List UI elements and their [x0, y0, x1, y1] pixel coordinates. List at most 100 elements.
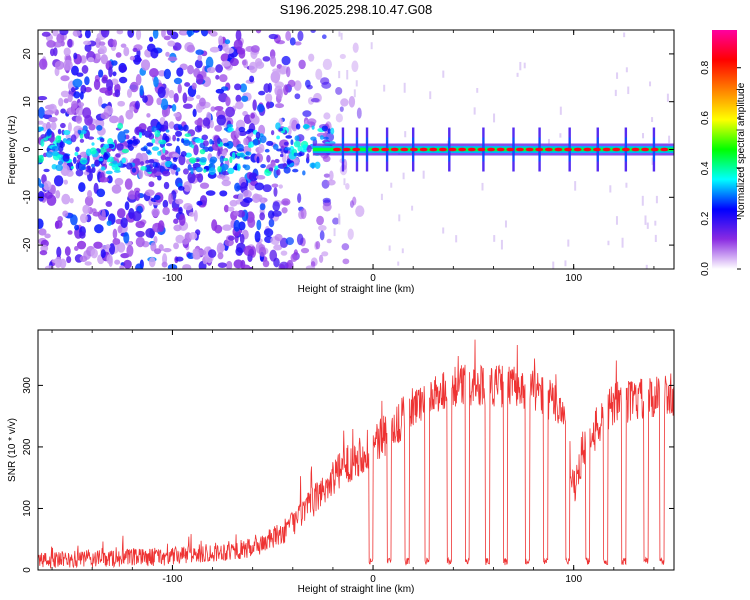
- spectrogram-noise-blob: [173, 224, 182, 232]
- spectrogram-noise-blob: [136, 48, 141, 59]
- spectrogram-noise-blob: [318, 254, 324, 264]
- spectrogram-noise-blob: [342, 258, 350, 265]
- spectrogram-cluster-blob: [40, 134, 47, 138]
- spectrogram-noise-blob: [305, 265, 316, 269]
- spectrogram-cluster-blob: [99, 137, 105, 143]
- spectrogram-cluster-blob: [172, 164, 178, 171]
- spectrogram-faint-streak: [654, 234, 657, 242]
- spectrogram-cluster-blob: [293, 140, 301, 148]
- spectrogram-cluster-blob: [91, 142, 95, 146]
- spectrogram-noise-blob: [347, 228, 354, 240]
- spectrogram-noise-blob: [63, 47, 71, 57]
- spectrogram-noise-blob: [287, 125, 292, 136]
- spectrogram-faint-streak: [519, 61, 522, 71]
- spectrogram-noise-blob: [105, 244, 111, 249]
- spectrogram-faint-streak: [642, 133, 645, 139]
- spectrogram-cluster-blob: [319, 135, 324, 140]
- spectrogram-cluster-blob: [236, 143, 244, 151]
- spectrogram-noise-blob: [151, 208, 160, 217]
- spectrogram-cluster-blob: [302, 144, 308, 151]
- spectrogram-faint-streak: [338, 31, 341, 37]
- spectrogram-noise-blob: [214, 105, 224, 111]
- spectrogram-faint-streak: [476, 88, 479, 93]
- spectrogram-noise-blob: [177, 83, 182, 94]
- spectrogram-noise-blob: [254, 182, 265, 191]
- spectrogram-noise-blob: [241, 95, 249, 102]
- spectrogram-noise-blob: [173, 218, 179, 224]
- spectrogram-noise-blob: [191, 82, 197, 90]
- spectrogram-noise-blob: [150, 48, 159, 59]
- spectrogram-noise-blob: [278, 184, 283, 189]
- spectrogram-faint-streak: [607, 240, 610, 246]
- spectrogram-noise-blob: [96, 188, 106, 198]
- spectrogram-noise-blob: [235, 94, 242, 103]
- spectrogram-noise-blob: [195, 49, 204, 56]
- spectrogram-noise-blob: [116, 30, 124, 35]
- spectrogram-noise-blob: [209, 46, 220, 53]
- spectrogram-noise-blob: [100, 54, 108, 65]
- spectrogram-y-tick-label: -20: [22, 237, 33, 252]
- spectrogram-noise-blob: [315, 240, 321, 250]
- spectrogram-noise-blob: [194, 119, 203, 126]
- spectrogram-noise-blob: [258, 246, 267, 257]
- spectrogram-x-tick-label: -100: [162, 273, 182, 284]
- spectrogram-x-tick-label: 100: [565, 273, 582, 284]
- spectrogram-noise-blob: [95, 36, 101, 49]
- spectrogram-cluster-blob: [86, 168, 94, 173]
- spectrogram-cluster-blob: [285, 135, 293, 139]
- spectrogram-noise-blob: [50, 184, 56, 195]
- spectrogram-noise-blob: [79, 213, 88, 224]
- spectrogram-noise-blob: [226, 260, 233, 269]
- spectrogram-cluster-blob: [40, 138, 45, 147]
- spectrogram-noise-blob: [209, 120, 214, 129]
- snr-series-line: [38, 339, 674, 569]
- spectrogram-noise-blob: [272, 210, 282, 217]
- spectrogram-cluster-blob: [172, 157, 178, 163]
- spectrogram-cluster-blob: [117, 122, 124, 130]
- spectrogram-noise-blob: [177, 186, 185, 191]
- spectrogram-noise-blob: [256, 103, 265, 113]
- spectrogram-noise-blob: [242, 189, 252, 199]
- spectrogram-noise-blob: [243, 197, 253, 203]
- spectrogram-cluster-blob: [227, 167, 235, 175]
- spectrogram-faint-streak: [333, 228, 336, 237]
- colorbar-tick-label: 0.4: [700, 161, 711, 175]
- spectrogram-noise-blob: [290, 253, 298, 262]
- spectrogram-noise-blob: [129, 106, 135, 111]
- spectrogram-cluster-blob: [152, 161, 158, 168]
- spectrogram-noise-blob: [60, 75, 70, 82]
- spectrogram-faint-streak: [614, 89, 617, 97]
- spectrogram-noise-blob: [233, 39, 243, 51]
- spectrogram-faint-streak: [564, 260, 567, 267]
- spectrogram-cluster-blob: [264, 148, 270, 153]
- carrier-strong-dot: [477, 147, 486, 152]
- spectrogram-noise-blob: [38, 95, 48, 101]
- spectrogram-cluster-blob: [256, 156, 260, 164]
- spectrogram-cluster-blob: [74, 151, 79, 157]
- spectrogram-noise-blob: [194, 59, 203, 69]
- chart-title: S196.2025.298.10.47.G08: [280, 2, 433, 17]
- spectrogram-noise-blob: [327, 179, 336, 186]
- spectrogram-cluster-blob: [184, 152, 192, 158]
- spectrogram-noise-blob: [275, 68, 281, 79]
- spectrogram-noise-blob: [186, 44, 196, 53]
- spectrogram-cluster-blob: [148, 132, 155, 140]
- spectrogram-faint-streak: [645, 264, 648, 269]
- carrier-strong-dot: [448, 147, 457, 152]
- snr-x-tick-label: 0: [370, 574, 376, 585]
- spectrogram-faint-streak: [404, 131, 407, 138]
- spectrogram-noise-blob: [44, 109, 55, 116]
- spectrogram-cluster-blob: [82, 125, 88, 132]
- spectrogram-noise-blob: [183, 202, 193, 211]
- spectrogram-cluster-blob: [183, 124, 189, 132]
- spectrogram-noise-blob: [61, 193, 71, 205]
- spectrogram-noise-blob: [283, 84, 289, 96]
- spectrogram-noise-blob: [62, 59, 73, 71]
- spectrogram-noise-blob: [322, 58, 333, 71]
- spectrogram-noise-blob: [79, 231, 86, 239]
- spectrogram-noise-blob: [285, 66, 291, 78]
- spectrogram-noise-blob: [46, 40, 56, 48]
- spectrogram-faint-streak: [651, 157, 654, 165]
- spectrogram-faint-streak: [403, 82, 406, 93]
- spectrogram-noise-blob: [352, 42, 359, 53]
